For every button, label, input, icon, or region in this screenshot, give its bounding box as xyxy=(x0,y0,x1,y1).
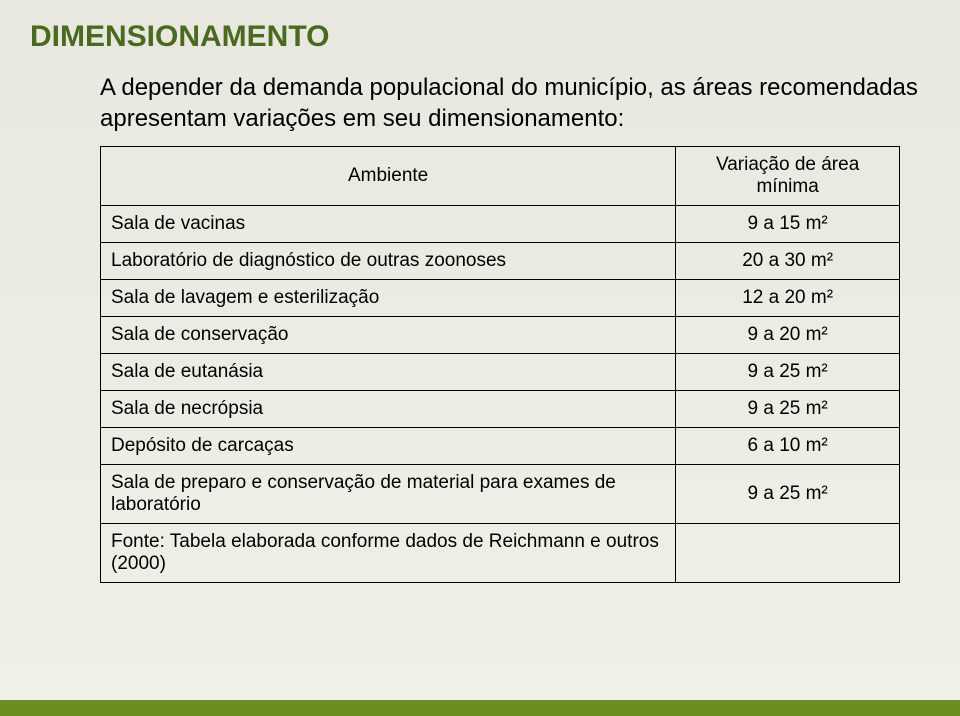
table-row: Sala de necrópsia 9 a 25 m² xyxy=(101,391,900,428)
table-row: Sala de conservação 9 a 20 m² xyxy=(101,317,900,354)
dimension-table: Ambiente Variação de área mínima Sala de… xyxy=(100,146,900,583)
cell-variacao: 20 a 30 m² xyxy=(676,243,900,280)
table-row: Sala de vacinas 9 a 15 m² xyxy=(101,206,900,243)
cell-fonte: Fonte: Tabela elaborada conforme dados d… xyxy=(101,524,676,583)
cell-ambiente: Sala de preparo e conservação de materia… xyxy=(101,465,676,524)
cell-variacao: 9 a 25 m² xyxy=(676,391,900,428)
table-row: Sala de lavagem e esterilização 12 a 20 … xyxy=(101,280,900,317)
cell-ambiente: Sala de vacinas xyxy=(101,206,676,243)
cell-variacao: 9 a 25 m² xyxy=(676,465,900,524)
cell-ambiente: Sala de eutanásia xyxy=(101,354,676,391)
cell-variacao: 12 a 20 m² xyxy=(676,280,900,317)
table-row: Depósito de carcaças 6 a 10 m² xyxy=(101,428,900,465)
cell-variacao: 9 a 20 m² xyxy=(676,317,900,354)
cell-fonte-empty xyxy=(676,524,900,583)
page-title: DIMENSIONAMENTO xyxy=(30,20,920,54)
cell-ambiente: Depósito de carcaças xyxy=(101,428,676,465)
cell-ambiente: Sala de necrópsia xyxy=(101,391,676,428)
cell-ambiente: Laboratório de diagnóstico de outras zoo… xyxy=(101,243,676,280)
intro-text: A depender da demanda populacional do mu… xyxy=(100,72,920,134)
col-header-ambiente: Ambiente xyxy=(101,147,676,206)
table-header-row: Ambiente Variação de área mínima xyxy=(101,147,900,206)
footer-bar xyxy=(0,700,960,716)
table-row: Sala de preparo e conservação de materia… xyxy=(101,465,900,524)
cell-variacao: 6 a 10 m² xyxy=(676,428,900,465)
slide: DIMENSIONAMENTO A depender da demanda po… xyxy=(0,0,960,716)
table-row: Sala de eutanásia 9 a 25 m² xyxy=(101,354,900,391)
table-row: Fonte: Tabela elaborada conforme dados d… xyxy=(101,524,900,583)
cell-ambiente: Sala de lavagem e esterilização xyxy=(101,280,676,317)
cell-ambiente: Sala de conservação xyxy=(101,317,676,354)
table-row: Laboratório de diagnóstico de outras zoo… xyxy=(101,243,900,280)
table-container: Ambiente Variação de área mínima Sala de… xyxy=(100,146,900,583)
col-header-variacao: Variação de área mínima xyxy=(676,147,900,206)
cell-variacao: 9 a 15 m² xyxy=(676,206,900,243)
cell-variacao: 9 a 25 m² xyxy=(676,354,900,391)
